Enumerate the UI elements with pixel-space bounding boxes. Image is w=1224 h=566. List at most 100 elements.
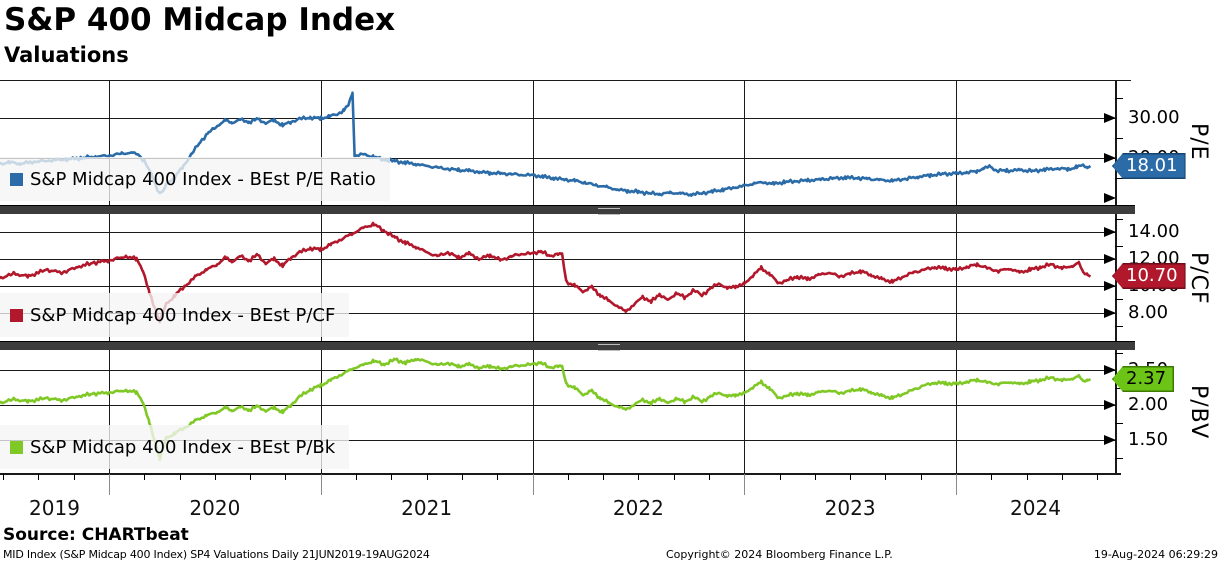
major-tick-arrow: [1104, 153, 1116, 163]
x-minor-tick: [38, 474, 39, 480]
series-line-pcf: [0, 221, 1092, 324]
x-minor-tick: [885, 474, 886, 480]
year-gridline: [744, 80, 745, 205]
y-tick-label: 8.00: [1128, 302, 1169, 323]
year-gridline: [956, 80, 957, 205]
axis-caption-pcf: P/CF: [1186, 251, 1211, 305]
major-tick-arrow: [1104, 400, 1116, 410]
y-minor-tick: [1115, 178, 1123, 179]
x-axis-line: [0, 473, 1121, 475]
y-tick-label: 2.00: [1128, 394, 1169, 415]
y-tick-label: 14.00: [1128, 221, 1180, 242]
year-gridline: [321, 80, 322, 205]
value-gridline: [0, 232, 1115, 233]
legend-label-pbv: S&P Midcap 400 Index - BEst P/Bk: [30, 436, 336, 458]
panel-separator[interactable]: [0, 205, 1135, 215]
x-minor-tick: [1027, 474, 1028, 480]
x-minor-tick: [391, 474, 392, 480]
x-axis-year-label: 2022: [612, 496, 664, 520]
x-minor-tick: [780, 474, 781, 480]
y-minor-tick: [1115, 423, 1123, 424]
legend-swatch-pe: [10, 172, 23, 186]
major-tick-arrow: [1104, 435, 1116, 445]
year-gridline: [109, 80, 110, 205]
x-minor-tick: [462, 474, 463, 480]
last-value-tag-pcf: 10.70: [1112, 263, 1186, 289]
value-gridline: [0, 118, 1115, 119]
year-gridline: [533, 214, 534, 341]
major-tick-arrow: [1104, 254, 1116, 264]
x-minor-tick: [991, 474, 992, 480]
legend-label-pcf: S&P Midcap 400 Index - BEst P/CF: [30, 304, 336, 326]
y-tick-label: 1.50: [1128, 429, 1169, 450]
legend-pbv: S&P Midcap 400 Index - BEst P/Bk: [0, 425, 350, 469]
x-minor-tick: [921, 474, 922, 480]
x-minor-tick: [603, 474, 604, 480]
x-minor-tick: [180, 474, 181, 480]
value-gridline: [0, 370, 1115, 371]
major-tick-arrow: [1104, 227, 1116, 237]
y-minor-tick: [1115, 219, 1123, 220]
year-gridline: [956, 349, 957, 473]
year-gridline: [321, 214, 322, 341]
year-gridline: [533, 80, 534, 205]
x-minor-tick: [3, 474, 4, 480]
separator-grip[interactable]: [598, 208, 620, 215]
legend-swatch-pbv: [10, 440, 23, 454]
major-tick-arrow: [1104, 193, 1116, 203]
last-value-tag-pe: 18.01: [1112, 153, 1186, 179]
year-tick-extension: [956, 474, 957, 495]
y-minor-tick: [1115, 326, 1123, 327]
x-minor-tick: [709, 474, 710, 480]
year-gridline: [744, 214, 745, 341]
x-minor-tick: [568, 474, 569, 480]
year-gridline: [109, 214, 110, 341]
y-minor-tick: [1115, 353, 1123, 354]
x-minor-tick: [356, 474, 357, 480]
source-label: Source: CHARTbeat: [3, 525, 189, 545]
axis-caption-pbv: P/BV: [1186, 385, 1211, 440]
x-axis-year-label: 2019: [29, 496, 80, 520]
year-gridline: [109, 349, 110, 473]
chart-meta-description: MID Index (S&P Midcap 400 Index) SP4 Val…: [3, 548, 430, 561]
year-gridline: [533, 349, 534, 473]
value-gridline: [0, 259, 1115, 260]
legend-label-pe: S&P Midcap 400 Index - BEst P/E Ratio: [30, 168, 376, 190]
last-value-tag-pbv: 2.37: [1112, 366, 1175, 392]
legend-swatch-pcf: [10, 308, 23, 322]
year-tick-extension: [321, 474, 322, 495]
chart-top-border: [0, 80, 1131, 81]
x-minor-tick: [74, 474, 75, 480]
year-gridline: [956, 214, 957, 341]
year-tick-extension: [109, 474, 110, 495]
x-minor-tick: [144, 474, 145, 480]
value-gridline: [0, 286, 1115, 287]
x-minor-tick: [674, 474, 675, 480]
major-tick-arrow: [1104, 113, 1116, 123]
panel-separator[interactable]: [0, 341, 1135, 351]
y-minor-tick: [1115, 388, 1123, 389]
x-minor-tick: [1062, 474, 1063, 480]
x-axis-year-label: 2021: [401, 496, 453, 520]
year-gridline: [321, 349, 322, 473]
y-minor-tick: [1115, 138, 1123, 139]
year-tick-extension: [533, 474, 534, 495]
x-minor-tick: [250, 474, 251, 480]
x-axis-year-label: 2023: [824, 496, 876, 520]
y-minor-tick: [1115, 299, 1123, 300]
x-axis-year-label: 2020: [189, 496, 241, 520]
x-minor-tick: [285, 474, 286, 480]
page-title: S&P 400 Midcap Index: [4, 2, 396, 38]
x-minor-tick: [1097, 474, 1098, 480]
major-tick-arrow: [1104, 281, 1116, 291]
major-tick-arrow: [1104, 308, 1116, 318]
value-gridline: [0, 158, 1115, 159]
page-subtitle: Valuations: [4, 43, 129, 67]
separator-grip[interactable]: [598, 344, 620, 351]
x-minor-tick: [850, 474, 851, 480]
y-minor-tick: [1115, 246, 1123, 247]
y-tick-label: 30.00: [1128, 107, 1180, 128]
legend-pe: S&P Midcap 400 Index - BEst P/E Ratio: [0, 157, 390, 201]
axis-caption-pe: P/E: [1186, 123, 1211, 161]
value-gridline: [0, 440, 1115, 441]
